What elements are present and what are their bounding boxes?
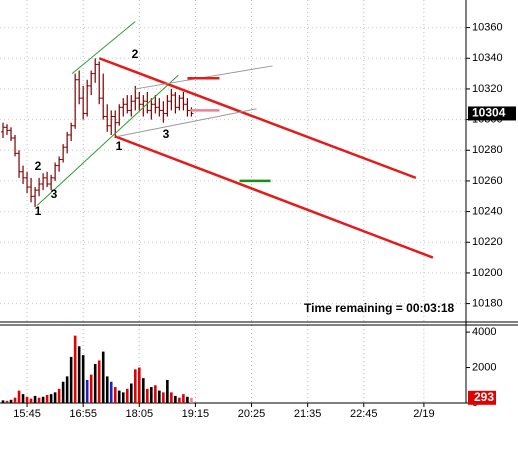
x-tick-label: 18:05 bbox=[126, 408, 154, 420]
x-tick-label: 21:35 bbox=[294, 408, 322, 420]
y-tick-label: 10220 bbox=[472, 236, 503, 248]
volume-bar bbox=[89, 374, 93, 403]
x-tick-label: 22:45 bbox=[350, 408, 378, 420]
volume-bar bbox=[137, 367, 141, 403]
volume-bar bbox=[101, 351, 105, 403]
volume-bar bbox=[21, 394, 25, 403]
volume-bar bbox=[158, 390, 161, 403]
volume-bar bbox=[29, 398, 33, 403]
volume-bar bbox=[85, 379, 89, 403]
wave-label: 3 bbox=[51, 187, 58, 201]
volume-bar bbox=[109, 381, 113, 403]
volume-bar bbox=[41, 396, 45, 403]
last-price-box bbox=[468, 106, 516, 121]
y-tick-label: 10200 bbox=[472, 267, 503, 279]
y-tick-label: 10240 bbox=[472, 206, 503, 218]
volume-bar bbox=[69, 356, 73, 403]
trendline bbox=[71, 21, 136, 74]
volume-bar bbox=[105, 376, 109, 403]
volume-bar bbox=[93, 364, 97, 403]
wave-label: 2 bbox=[132, 47, 139, 61]
y-tick-label: 10260 bbox=[472, 175, 503, 187]
time-remaining: Time remaining = 00:03:18 bbox=[304, 301, 455, 315]
volume-bar bbox=[117, 390, 121, 403]
trendline bbox=[114, 135, 434, 259]
volume-bar bbox=[125, 388, 129, 403]
y-tick-label: 4000 bbox=[472, 326, 496, 338]
volume-bar bbox=[178, 397, 181, 403]
y-tick-label: 10280 bbox=[472, 144, 503, 156]
last-volume-label: 293 bbox=[474, 390, 494, 404]
volume-bar bbox=[166, 379, 169, 403]
volume-bar bbox=[170, 392, 173, 403]
volume-bar bbox=[129, 383, 133, 403]
x-tick-label: 16:55 bbox=[69, 408, 97, 420]
volume-bar bbox=[150, 387, 153, 403]
volume-bar bbox=[190, 397, 193, 403]
volume-bar bbox=[53, 392, 57, 403]
volume-bar bbox=[154, 385, 157, 403]
y-tick-label: 2000 bbox=[472, 361, 496, 373]
wave-label: 3 bbox=[163, 127, 170, 141]
y-tick-label: 10320 bbox=[472, 83, 503, 95]
volume-bar bbox=[49, 394, 53, 403]
volume-bar bbox=[146, 388, 149, 403]
volume-bar bbox=[57, 388, 61, 403]
volume-bar bbox=[186, 396, 189, 403]
volume-bar bbox=[182, 394, 185, 403]
volume-bar bbox=[65, 376, 69, 403]
volume-bar bbox=[97, 360, 101, 403]
volume-bar bbox=[174, 395, 177, 403]
volume-bar bbox=[9, 399, 13, 403]
volume-bar bbox=[77, 346, 81, 403]
volume-bar bbox=[142, 378, 145, 403]
x-tick-label: 2/19 bbox=[413, 408, 434, 420]
volume-bar bbox=[113, 387, 117, 403]
x-tick-label: 19:15 bbox=[182, 408, 210, 420]
last-price-label: 10304 bbox=[472, 106, 506, 120]
y-tick-label: 10360 bbox=[472, 22, 503, 34]
volume-bar bbox=[33, 395, 37, 403]
volume-bar bbox=[61, 381, 65, 403]
wave-label: 2 bbox=[35, 159, 42, 173]
trendline bbox=[36, 74, 179, 206]
y-tick-label: 10340 bbox=[472, 52, 503, 64]
trendline bbox=[98, 57, 417, 180]
volume-bar bbox=[133, 369, 137, 403]
volume-bar bbox=[81, 355, 85, 403]
trendline bbox=[117, 108, 257, 137]
volume-bar bbox=[162, 392, 165, 403]
volume-bar bbox=[17, 390, 21, 403]
volume-bar bbox=[13, 397, 17, 403]
volume-bar bbox=[25, 396, 29, 403]
volume-bar bbox=[37, 397, 41, 403]
last-volume-box bbox=[468, 390, 496, 405]
volume-bar bbox=[45, 395, 49, 403]
wave-label: 1 bbox=[35, 204, 42, 218]
x-tick-label: 20:25 bbox=[238, 408, 266, 420]
volume-bar bbox=[5, 400, 9, 403]
wave-label: 1 bbox=[116, 139, 123, 153]
y-tick-label: 10180 bbox=[472, 298, 503, 310]
volume-bar bbox=[1, 400, 5, 403]
x-tick-label: 15:45 bbox=[13, 408, 41, 420]
volume-bar bbox=[73, 335, 77, 403]
volume-bar bbox=[121, 392, 125, 403]
